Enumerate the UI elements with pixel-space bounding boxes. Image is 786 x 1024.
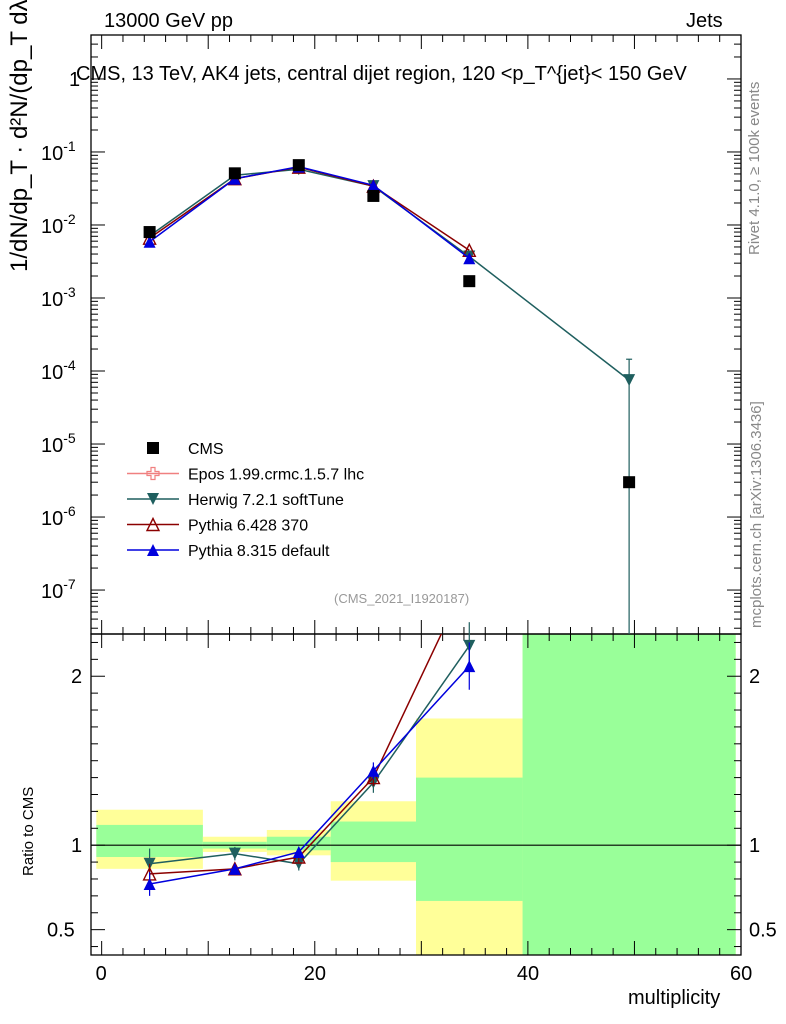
- legend-label-pythia8: Pythia 8.315 default: [188, 543, 330, 560]
- legend-label-data: CMS: [188, 441, 224, 458]
- main-y-tick-exponent: -1: [63, 138, 76, 154]
- rivet-version-label: Rivet 4.1.0, ≥ 100k events: [746, 81, 763, 255]
- main-y-tick-exponent: -4: [63, 357, 76, 373]
- ratio-point-pythia8: [367, 764, 380, 777]
- main-y-tick-label: 10-7: [41, 576, 76, 603]
- ratio-y-tick-label: 2: [71, 666, 82, 688]
- main-y-tick-exponent: -3: [63, 284, 76, 300]
- legend-label-pythia6: Pythia 6.428 370: [188, 518, 308, 535]
- main-series-line-herwig: [149, 168, 630, 381]
- legend-marker-epos-shape: [146, 466, 160, 481]
- ratio-y-tick-label-right: 1: [749, 835, 760, 857]
- ratio-y-axis-label: Ratio to CMS: [20, 786, 37, 876]
- legend-label-epos: Epos 1.99.crmc.1.5.7 lhc: [188, 467, 364, 484]
- ratio-band-green-3: [330, 821, 416, 863]
- main-y-tick-label: 10-6: [41, 503, 76, 530]
- header-left: 13000 GeV pp: [104, 10, 233, 32]
- ratio-x-tick-label: 0: [96, 963, 107, 985]
- main-y-tick-label: 10-5: [41, 430, 76, 457]
- ratio-y-tick-label-right: 2: [749, 666, 760, 688]
- main-y-tick-exponent: -6: [63, 503, 76, 519]
- main-y-tick-label: 10-2: [41, 211, 76, 238]
- main-point-data: [463, 275, 476, 288]
- main-point-pythia8: [463, 252, 476, 265]
- ratio-point-pythia8: [143, 878, 156, 891]
- legend-label-herwig: Herwig 7.2.1 softTune: [188, 492, 344, 509]
- main-y-tick-exponent: -2: [63, 211, 76, 227]
- mcplots-label: mcplots.cern.ch [arXiv:1306.3436]: [748, 401, 765, 628]
- main-y-tick-label: 10-4: [41, 357, 76, 384]
- watermark-label: (CMS_2021_I1920187): [334, 591, 470, 606]
- main-point-data: [228, 167, 241, 180]
- legend-marker-pythia8: [147, 544, 159, 556]
- main-series-line-pythia8: [149, 165, 470, 259]
- main-point-data: [367, 189, 380, 202]
- ratio-point-pythia8: [463, 660, 476, 673]
- ratio-y-tick-label: 0.5: [47, 920, 75, 942]
- header-right: Jets: [686, 10, 723, 32]
- y-axis-label-main: 1/dN/dp_T · d²N/(dp_T dλ): [6, 0, 33, 272]
- ratio-x-tick-label: 20: [304, 963, 326, 985]
- x-axis-label: multiplicity: [628, 987, 721, 1009]
- main-point-data: [292, 159, 305, 172]
- main-y-tick-exponent: -7: [63, 576, 76, 592]
- main-point-data: [623, 476, 636, 489]
- ratio-x-tick-label: 60: [730, 963, 752, 985]
- ratio-y-tick-label: 1: [71, 835, 82, 857]
- legend-marker-herwig: [147, 493, 159, 505]
- ratio-point-pythia6: [366, 770, 381, 785]
- main-y-tick-label: 10-1: [41, 138, 76, 165]
- main-point-pythia8: [367, 179, 380, 192]
- main-point-data: [143, 226, 156, 239]
- ratio-point-herwig: [292, 857, 305, 870]
- main-point-herwig: [623, 374, 636, 387]
- ratio-band-green-5: [522, 634, 736, 955]
- legend-marker-epos: [146, 466, 160, 481]
- legend-marker-data: [147, 442, 159, 454]
- main-point-pythia8: [143, 235, 156, 248]
- ratio-point-pythia8: [292, 845, 305, 858]
- main-y-tick-label: 1: [69, 69, 80, 91]
- ratio-x-tick-label: 40: [517, 963, 539, 985]
- main-series-line-pythia6: [149, 166, 470, 251]
- ratio-point-pythia8: [228, 862, 241, 875]
- main-y-tick-exponent: -5: [63, 430, 76, 446]
- ratio-band-green-4: [416, 777, 523, 901]
- ratio-point-herwig: [228, 847, 241, 860]
- chart-title: CMS, 13 TeV, AK4 jets, central dijet reg…: [76, 63, 687, 85]
- ratio-y-tick-label-right: 0.5: [749, 920, 777, 942]
- main-y-tick-label: 10-3: [41, 284, 76, 311]
- legend-marker-pythia6: [145, 516, 161, 532]
